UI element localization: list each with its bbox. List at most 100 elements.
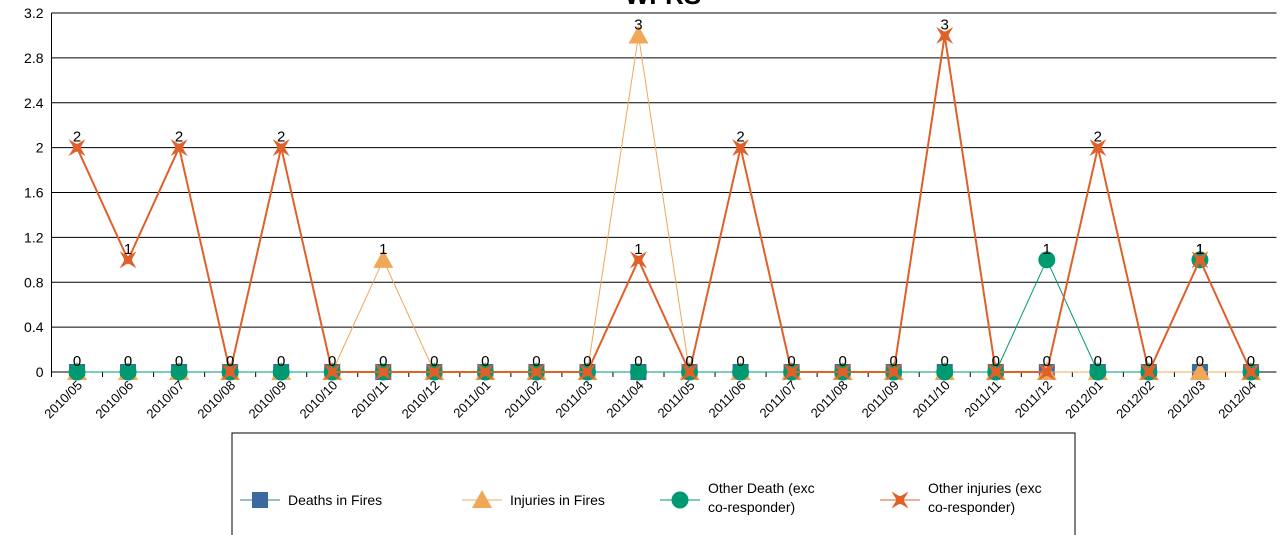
x-tick-label: 2011/11 bbox=[961, 378, 1003, 420]
x-tick-label: 2011/01 bbox=[450, 378, 493, 421]
y-tick-label: 2 bbox=[36, 140, 44, 156]
data-label: 0 bbox=[1196, 353, 1204, 370]
x-tick-label: 2011/02 bbox=[501, 378, 544, 421]
marker bbox=[1189, 362, 1210, 380]
marker bbox=[681, 363, 698, 381]
y-tick-label: 3.2 bbox=[24, 5, 44, 21]
y-tick-label: 2.8 bbox=[24, 50, 44, 66]
marker bbox=[885, 363, 903, 381]
x-tick-label: 2010/11 bbox=[348, 378, 391, 421]
marker bbox=[527, 363, 545, 381]
x-tick-label: 2011/03 bbox=[552, 378, 595, 421]
data-label: 3 bbox=[634, 16, 642, 33]
data-label: 0 bbox=[838, 353, 846, 370]
y-tick-label: 1.6 bbox=[24, 185, 44, 201]
x-tick-label: 2010/05 bbox=[41, 378, 85, 422]
marker bbox=[170, 363, 188, 381]
marker bbox=[579, 363, 596, 381]
data-label: 1 bbox=[1196, 241, 1204, 258]
marker bbox=[732, 363, 750, 381]
marker bbox=[1089, 363, 1107, 381]
marker bbox=[628, 25, 649, 44]
marker bbox=[68, 363, 86, 381]
marker bbox=[68, 139, 86, 157]
x-tick-label: 2011/09 bbox=[859, 378, 902, 421]
y-tick-label: 0.4 bbox=[24, 319, 44, 335]
y-tick-label: 0 bbox=[36, 364, 44, 380]
data-label: 1 bbox=[1043, 241, 1051, 258]
marker bbox=[783, 363, 801, 381]
marker bbox=[1140, 363, 1158, 381]
marker bbox=[476, 363, 494, 381]
x-tick-label: 2012/04 bbox=[1215, 378, 1259, 422]
data-label: 2 bbox=[175, 129, 183, 146]
y-tick-label: 1.2 bbox=[24, 229, 44, 245]
marker bbox=[472, 490, 492, 508]
marker bbox=[272, 139, 290, 157]
marker bbox=[891, 491, 909, 509]
x-tick-label: 2011/06 bbox=[706, 378, 749, 421]
legend-label: Other injuries (exc co-responder) bbox=[928, 480, 1042, 515]
legend-label: Injuries in Fires bbox=[510, 492, 605, 508]
data-label: 0 bbox=[992, 353, 1000, 370]
series-line bbox=[76, 35, 1252, 376]
x-tick-label: 2010/10 bbox=[297, 378, 341, 422]
marker bbox=[629, 363, 647, 381]
marker bbox=[170, 139, 188, 157]
data-label: 2 bbox=[1094, 129, 1102, 146]
x-tick-label: 2010/07 bbox=[143, 378, 187, 422]
data-label: 1 bbox=[124, 241, 132, 258]
data-label: 0 bbox=[1247, 353, 1255, 370]
data-label: 0 bbox=[634, 353, 642, 370]
marker bbox=[936, 363, 954, 381]
data-label: 0 bbox=[124, 353, 132, 370]
y-tick-label: 0.8 bbox=[24, 274, 44, 290]
x-tick-label: 2010/08 bbox=[194, 378, 238, 422]
marker bbox=[425, 363, 443, 381]
data-label: 2 bbox=[73, 129, 81, 146]
data-label: 0 bbox=[430, 353, 438, 370]
data-label: 1 bbox=[634, 241, 642, 258]
chart-title: WFRS bbox=[625, 0, 702, 10]
data-label: 0 bbox=[1043, 353, 1051, 370]
data-label: 2 bbox=[277, 129, 285, 146]
marker bbox=[987, 363, 1005, 381]
x-tick-label: 2011/05 bbox=[654, 378, 697, 421]
data-label: 0 bbox=[277, 353, 285, 370]
data-label: 0 bbox=[787, 353, 795, 370]
data-label: 1 bbox=[1196, 241, 1204, 258]
data-label: 1 bbox=[379, 241, 387, 258]
marker bbox=[119, 363, 137, 381]
legend-label: Other Death (exc co-responder) bbox=[708, 480, 815, 515]
marker bbox=[1242, 363, 1260, 381]
marker bbox=[1089, 139, 1107, 157]
data-label: 0 bbox=[583, 353, 591, 370]
data-label: 0 bbox=[941, 353, 949, 370]
data-label: 0 bbox=[685, 353, 693, 370]
marker bbox=[221, 363, 239, 381]
marker bbox=[1038, 363, 1056, 381]
marker bbox=[252, 492, 268, 508]
marker bbox=[936, 27, 954, 44]
x-tick-label: 2011/04 bbox=[603, 378, 646, 421]
series-line bbox=[77, 258, 1252, 373]
marker bbox=[1038, 251, 1056, 269]
x-tick-label: 2012/02 bbox=[1113, 378, 1157, 422]
y-tick-label: 2.4 bbox=[24, 95, 44, 111]
data-label: 0 bbox=[1145, 353, 1153, 370]
marker bbox=[732, 139, 749, 157]
data-label: 0 bbox=[73, 353, 81, 370]
data-label: 0 bbox=[532, 353, 540, 370]
x-tick-label: 2011/10 bbox=[910, 378, 953, 421]
legend-box bbox=[231, 432, 1076, 535]
data-label: 0 bbox=[890, 353, 898, 370]
data-label: 0 bbox=[175, 353, 183, 370]
marker bbox=[119, 251, 137, 269]
x-tick-label: 2012/01 bbox=[1062, 378, 1106, 422]
marker bbox=[323, 363, 341, 381]
data-label: 0 bbox=[736, 353, 744, 370]
x-tick-label: 2010/12 bbox=[399, 378, 443, 422]
data-label: 2 bbox=[736, 129, 744, 146]
marker bbox=[671, 491, 689, 509]
